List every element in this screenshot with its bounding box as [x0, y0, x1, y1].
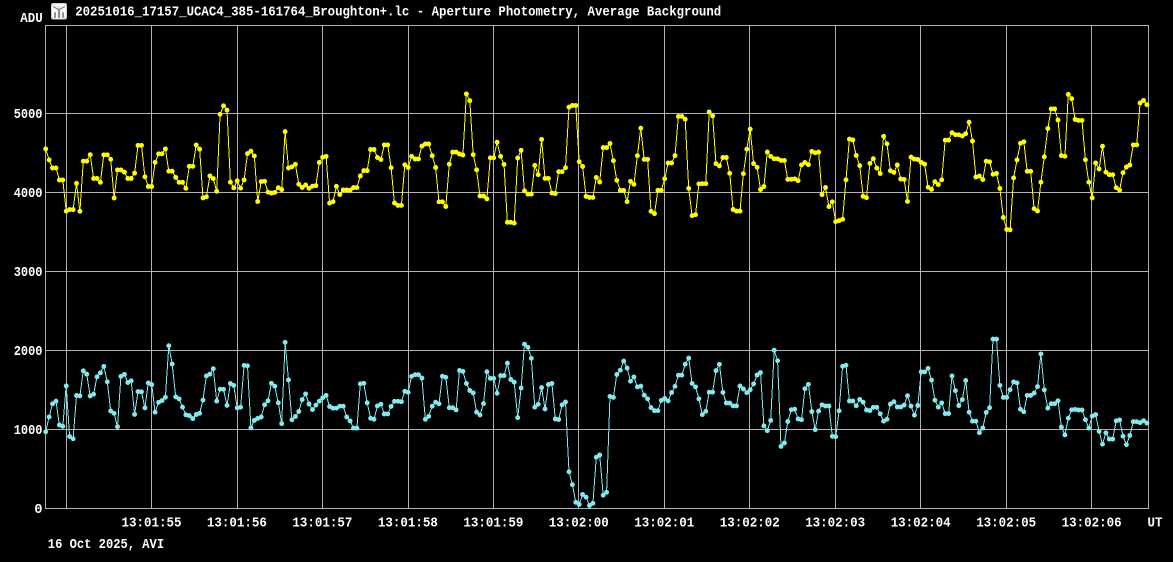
svg-text:13:01:56: 13:01:56: [207, 517, 267, 532]
svg-text:13:02:03: 13:02:03: [805, 517, 865, 532]
svg-text:3000: 3000: [14, 266, 43, 281]
svg-text:13:01:55: 13:01:55: [122, 517, 182, 532]
svg-text:2000: 2000: [14, 345, 43, 360]
svg-text:13:02:05: 13:02:05: [976, 517, 1036, 532]
svg-text:UT: UT: [1148, 517, 1163, 532]
svg-text:ADU: ADU: [20, 12, 42, 27]
svg-text:0: 0: [34, 503, 42, 518]
svg-text:13:01:59: 13:01:59: [463, 517, 523, 532]
svg-text:20251016_17157_UCAC4_385-16176: 20251016_17157_UCAC4_385-161764_Broughto…: [75, 4, 721, 20]
svg-text:13:02:06: 13:02:06: [1062, 517, 1122, 532]
svg-text:13:01:57: 13:01:57: [292, 517, 352, 532]
svg-text:13:02:02: 13:02:02: [720, 517, 780, 532]
svg-text:16 Oct 2025, AVI: 16 Oct 2025, AVI: [48, 538, 164, 553]
svg-text:13:02:00: 13:02:00: [549, 517, 609, 532]
svg-text:1000: 1000: [14, 424, 43, 439]
svg-text:4000: 4000: [14, 187, 43, 202]
svg-text:5000: 5000: [14, 108, 43, 123]
svg-text:13:01:58: 13:01:58: [378, 517, 438, 532]
svg-text:13:02:01: 13:02:01: [634, 517, 694, 532]
svg-text:13:02:04: 13:02:04: [891, 517, 951, 532]
